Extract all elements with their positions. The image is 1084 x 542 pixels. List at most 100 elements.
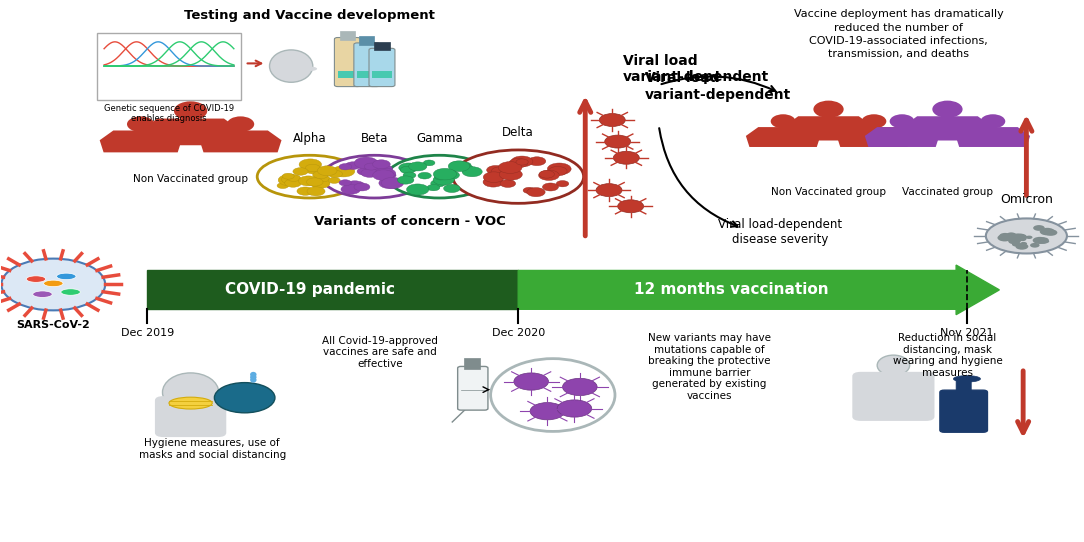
Text: 12 months vaccination: 12 months vaccination xyxy=(634,282,828,298)
Ellipse shape xyxy=(250,375,257,380)
Text: Reduction in social
distancing, mask
wearing and hygiene
measures: Reduction in social distancing, mask wea… xyxy=(892,333,1003,378)
Circle shape xyxy=(427,184,440,191)
FancyArrow shape xyxy=(147,270,518,309)
Text: SARS-CoV-2: SARS-CoV-2 xyxy=(16,320,90,330)
Text: Vaccine deployment has dramatically
reduced the number of
COVID-19-associated in: Vaccine deployment has dramatically redu… xyxy=(793,9,1004,59)
Circle shape xyxy=(441,170,460,179)
Text: Alpha: Alpha xyxy=(293,132,326,145)
Polygon shape xyxy=(902,116,993,140)
FancyBboxPatch shape xyxy=(96,33,242,100)
Circle shape xyxy=(285,176,299,183)
Circle shape xyxy=(516,159,528,165)
Text: Variants of concern - VOC: Variants of concern - VOC xyxy=(314,216,506,229)
Circle shape xyxy=(354,183,370,191)
Circle shape xyxy=(460,162,472,168)
Ellipse shape xyxy=(257,155,362,198)
Circle shape xyxy=(307,178,323,186)
Circle shape xyxy=(491,167,511,177)
Circle shape xyxy=(1009,234,1023,241)
Circle shape xyxy=(339,180,351,186)
Circle shape xyxy=(298,176,319,186)
Polygon shape xyxy=(746,127,821,147)
FancyBboxPatch shape xyxy=(353,43,379,87)
Circle shape xyxy=(499,162,522,173)
Ellipse shape xyxy=(56,273,76,280)
Circle shape xyxy=(1038,240,1047,244)
Text: Gamma: Gamma xyxy=(416,132,463,145)
Circle shape xyxy=(339,164,352,170)
Circle shape xyxy=(382,177,403,189)
Circle shape xyxy=(317,175,330,182)
Ellipse shape xyxy=(862,114,887,128)
Circle shape xyxy=(373,170,395,180)
Ellipse shape xyxy=(163,373,219,412)
Text: All Covid-19-approved
vaccines are safe and
effective: All Covid-19-approved vaccines are safe … xyxy=(322,335,438,369)
Circle shape xyxy=(1012,234,1028,241)
Ellipse shape xyxy=(453,150,583,203)
Text: New variants may have
mutations capable of
breaking the protective
immune barrie: New variants may have mutations capable … xyxy=(648,333,771,401)
Circle shape xyxy=(527,188,545,197)
Circle shape xyxy=(1011,234,1025,241)
Circle shape xyxy=(500,180,516,188)
Ellipse shape xyxy=(227,117,255,132)
Circle shape xyxy=(361,169,378,177)
Ellipse shape xyxy=(33,291,52,298)
Ellipse shape xyxy=(26,276,46,282)
Ellipse shape xyxy=(169,397,212,409)
FancyBboxPatch shape xyxy=(339,31,354,40)
Ellipse shape xyxy=(813,101,843,118)
Text: Viral load-dependent
disease severity: Viral load-dependent disease severity xyxy=(718,218,842,246)
Text: Omicron: Omicron xyxy=(999,193,1053,207)
FancyBboxPatch shape xyxy=(155,396,227,437)
Circle shape xyxy=(596,184,622,197)
Circle shape xyxy=(1008,238,1021,244)
Circle shape xyxy=(1044,229,1057,236)
Circle shape xyxy=(403,172,416,178)
Circle shape xyxy=(487,165,505,175)
Circle shape xyxy=(215,383,275,413)
Circle shape xyxy=(306,164,320,172)
Ellipse shape xyxy=(43,280,63,287)
Circle shape xyxy=(310,178,330,189)
Text: Delta: Delta xyxy=(502,126,534,139)
Circle shape xyxy=(279,175,301,186)
Circle shape xyxy=(614,151,640,164)
Circle shape xyxy=(345,162,361,170)
Circle shape xyxy=(599,113,625,126)
Ellipse shape xyxy=(954,376,980,382)
Text: Dec 2019: Dec 2019 xyxy=(120,328,173,338)
Circle shape xyxy=(483,177,503,187)
Circle shape xyxy=(375,165,392,173)
Circle shape xyxy=(1,259,105,311)
Circle shape xyxy=(278,183,288,189)
Text: Genetic sequence of COVID-19
enables diagnosis: Genetic sequence of COVID-19 enables dia… xyxy=(104,104,234,123)
Polygon shape xyxy=(783,116,874,140)
Ellipse shape xyxy=(127,117,154,132)
Circle shape xyxy=(605,135,631,148)
Circle shape xyxy=(1033,237,1047,244)
Circle shape xyxy=(500,169,522,180)
Ellipse shape xyxy=(932,101,963,118)
Text: Vaccinated group: Vaccinated group xyxy=(902,188,993,197)
Circle shape xyxy=(384,172,396,178)
Circle shape xyxy=(354,157,378,169)
Ellipse shape xyxy=(771,114,796,128)
Circle shape xyxy=(556,180,569,187)
Circle shape xyxy=(461,165,473,170)
Circle shape xyxy=(400,166,415,173)
Circle shape xyxy=(1019,237,1027,241)
Circle shape xyxy=(547,163,571,175)
Circle shape xyxy=(549,166,567,176)
Circle shape xyxy=(528,157,545,166)
Ellipse shape xyxy=(250,377,257,383)
Text: Non Vaccinated group: Non Vaccinated group xyxy=(771,188,886,197)
Circle shape xyxy=(999,233,1011,238)
FancyBboxPatch shape xyxy=(372,72,391,78)
Ellipse shape xyxy=(270,50,313,82)
Text: Non Vaccinated group: Non Vaccinated group xyxy=(133,174,248,184)
Circle shape xyxy=(514,373,549,390)
Circle shape xyxy=(512,156,533,167)
FancyBboxPatch shape xyxy=(863,380,924,391)
Circle shape xyxy=(293,167,308,175)
Ellipse shape xyxy=(980,114,1005,128)
